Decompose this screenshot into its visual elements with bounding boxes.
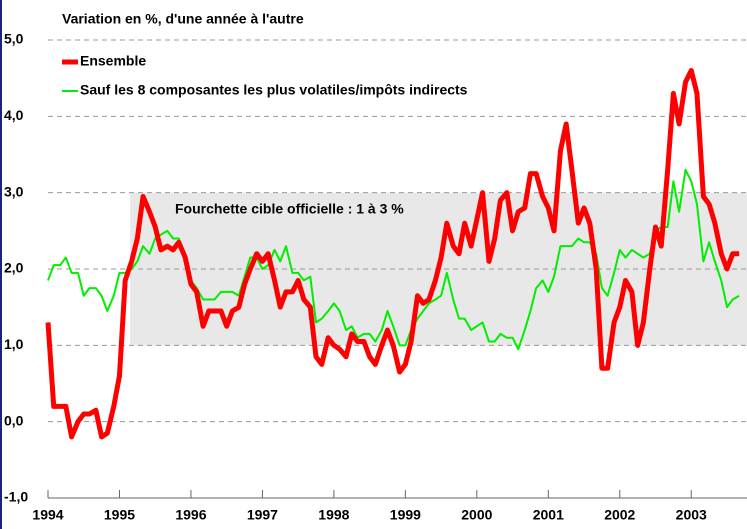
y-tick-label: 2,0 <box>4 260 24 276</box>
x-tick-label: 2001 <box>533 507 564 523</box>
x-tick-label: 2003 <box>676 507 707 523</box>
x-tick-label: 1995 <box>104 507 135 523</box>
x-tick-label: 1997 <box>247 507 278 523</box>
y-tick-label: 5,0 <box>4 31 24 47</box>
y-tick-label: 3,0 <box>4 183 24 199</box>
x-tick-label: 2000 <box>461 507 492 523</box>
x-tick-label: 1999 <box>390 507 421 523</box>
annotation: Fourchette cible officielle : 1 à 3 % <box>175 201 404 217</box>
y-tick-label: 1,0 <box>4 336 24 352</box>
series-line <box>45 68 740 440</box>
y-tick-label: 4,0 <box>4 107 24 123</box>
y-tick-label: 0,0 <box>4 412 24 428</box>
legend-label: Sauf les 8 composantes les plus volatile… <box>80 82 468 98</box>
y-tick-label: -1,0 <box>4 489 28 505</box>
x-tick-label: 2002 <box>604 507 635 523</box>
x-tick-label: 1994 <box>32 507 63 523</box>
legend-label: Ensemble <box>80 53 146 69</box>
series-line <box>47 168 740 351</box>
chart-title: Variation en %, d'une année à l'autre <box>62 11 304 27</box>
x-tick-label: 1998 <box>318 507 349 523</box>
x-tick-label: 1996 <box>175 507 206 523</box>
